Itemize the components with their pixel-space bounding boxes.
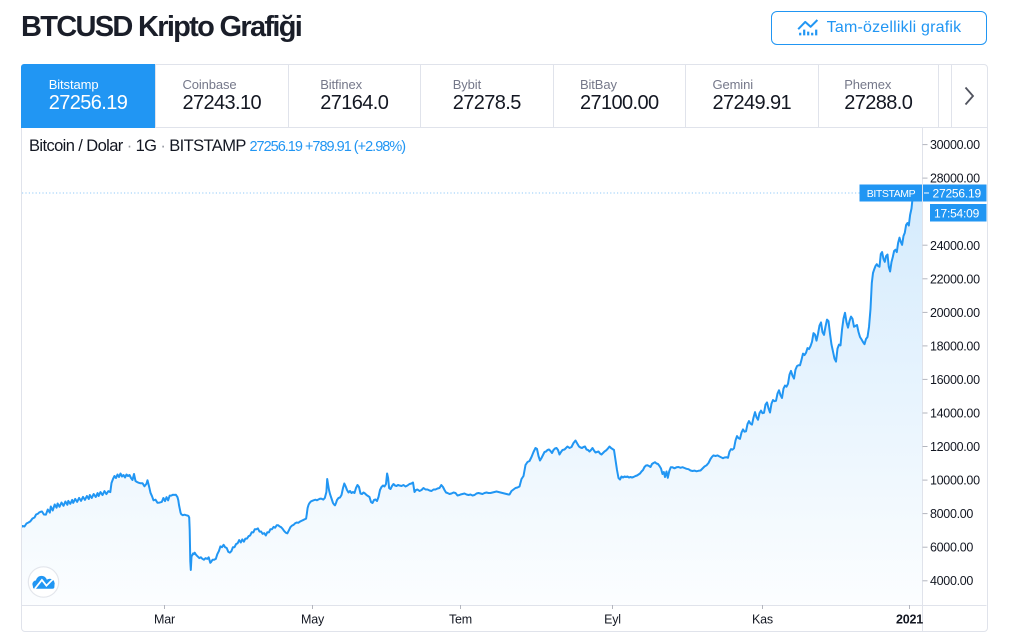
svg-text:May: May (301, 613, 325, 627)
svg-text:30000.00: 30000.00 (930, 138, 980, 152)
svg-text:18000.00: 18000.00 (930, 339, 980, 353)
svg-text:12000.00: 12000.00 (930, 440, 980, 454)
svg-text:22000.00: 22000.00 (930, 272, 980, 286)
svg-text:20000.00: 20000.00 (930, 306, 980, 320)
svg-text:BITSTAMP: BITSTAMP (867, 188, 916, 200)
svg-text:2021: 2021 (896, 613, 923, 627)
svg-text:Mar: Mar (154, 613, 175, 627)
svg-text:10000.00: 10000.00 (930, 474, 980, 488)
svg-text:Kas: Kas (752, 613, 773, 627)
svg-text:24000.00: 24000.00 (930, 239, 980, 253)
svg-text:4000.00: 4000.00 (930, 574, 973, 588)
svg-text:Tem: Tem (449, 613, 472, 627)
svg-text:16000.00: 16000.00 (930, 373, 980, 387)
svg-text:6000.00: 6000.00 (930, 541, 973, 555)
svg-text:Eyl: Eyl (604, 613, 621, 627)
svg-text:28000.00: 28000.00 (930, 172, 980, 186)
svg-text:27256.19: 27256.19 (933, 186, 982, 200)
svg-text:14000.00: 14000.00 (930, 407, 980, 421)
svg-text:8000.00: 8000.00 (930, 507, 973, 521)
svg-text:17:54:09: 17:54:09 (934, 206, 980, 220)
